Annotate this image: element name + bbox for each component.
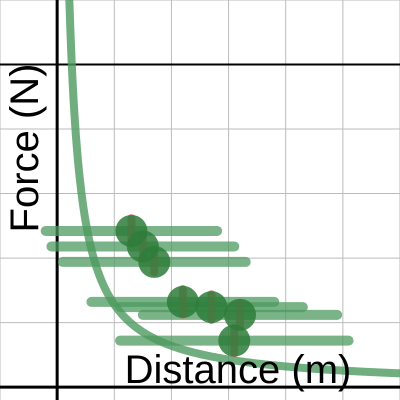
y-axis-label: Force (N) xyxy=(3,64,47,233)
data-point xyxy=(224,298,256,331)
data-point xyxy=(195,291,228,324)
x-error-bars xyxy=(40,225,354,346)
x-axis-label: Distance (m) xyxy=(125,348,352,392)
data-point xyxy=(218,324,251,357)
data-point xyxy=(166,285,199,318)
data-points xyxy=(115,214,256,357)
fit-curve xyxy=(65,0,400,378)
data-point xyxy=(138,245,171,278)
